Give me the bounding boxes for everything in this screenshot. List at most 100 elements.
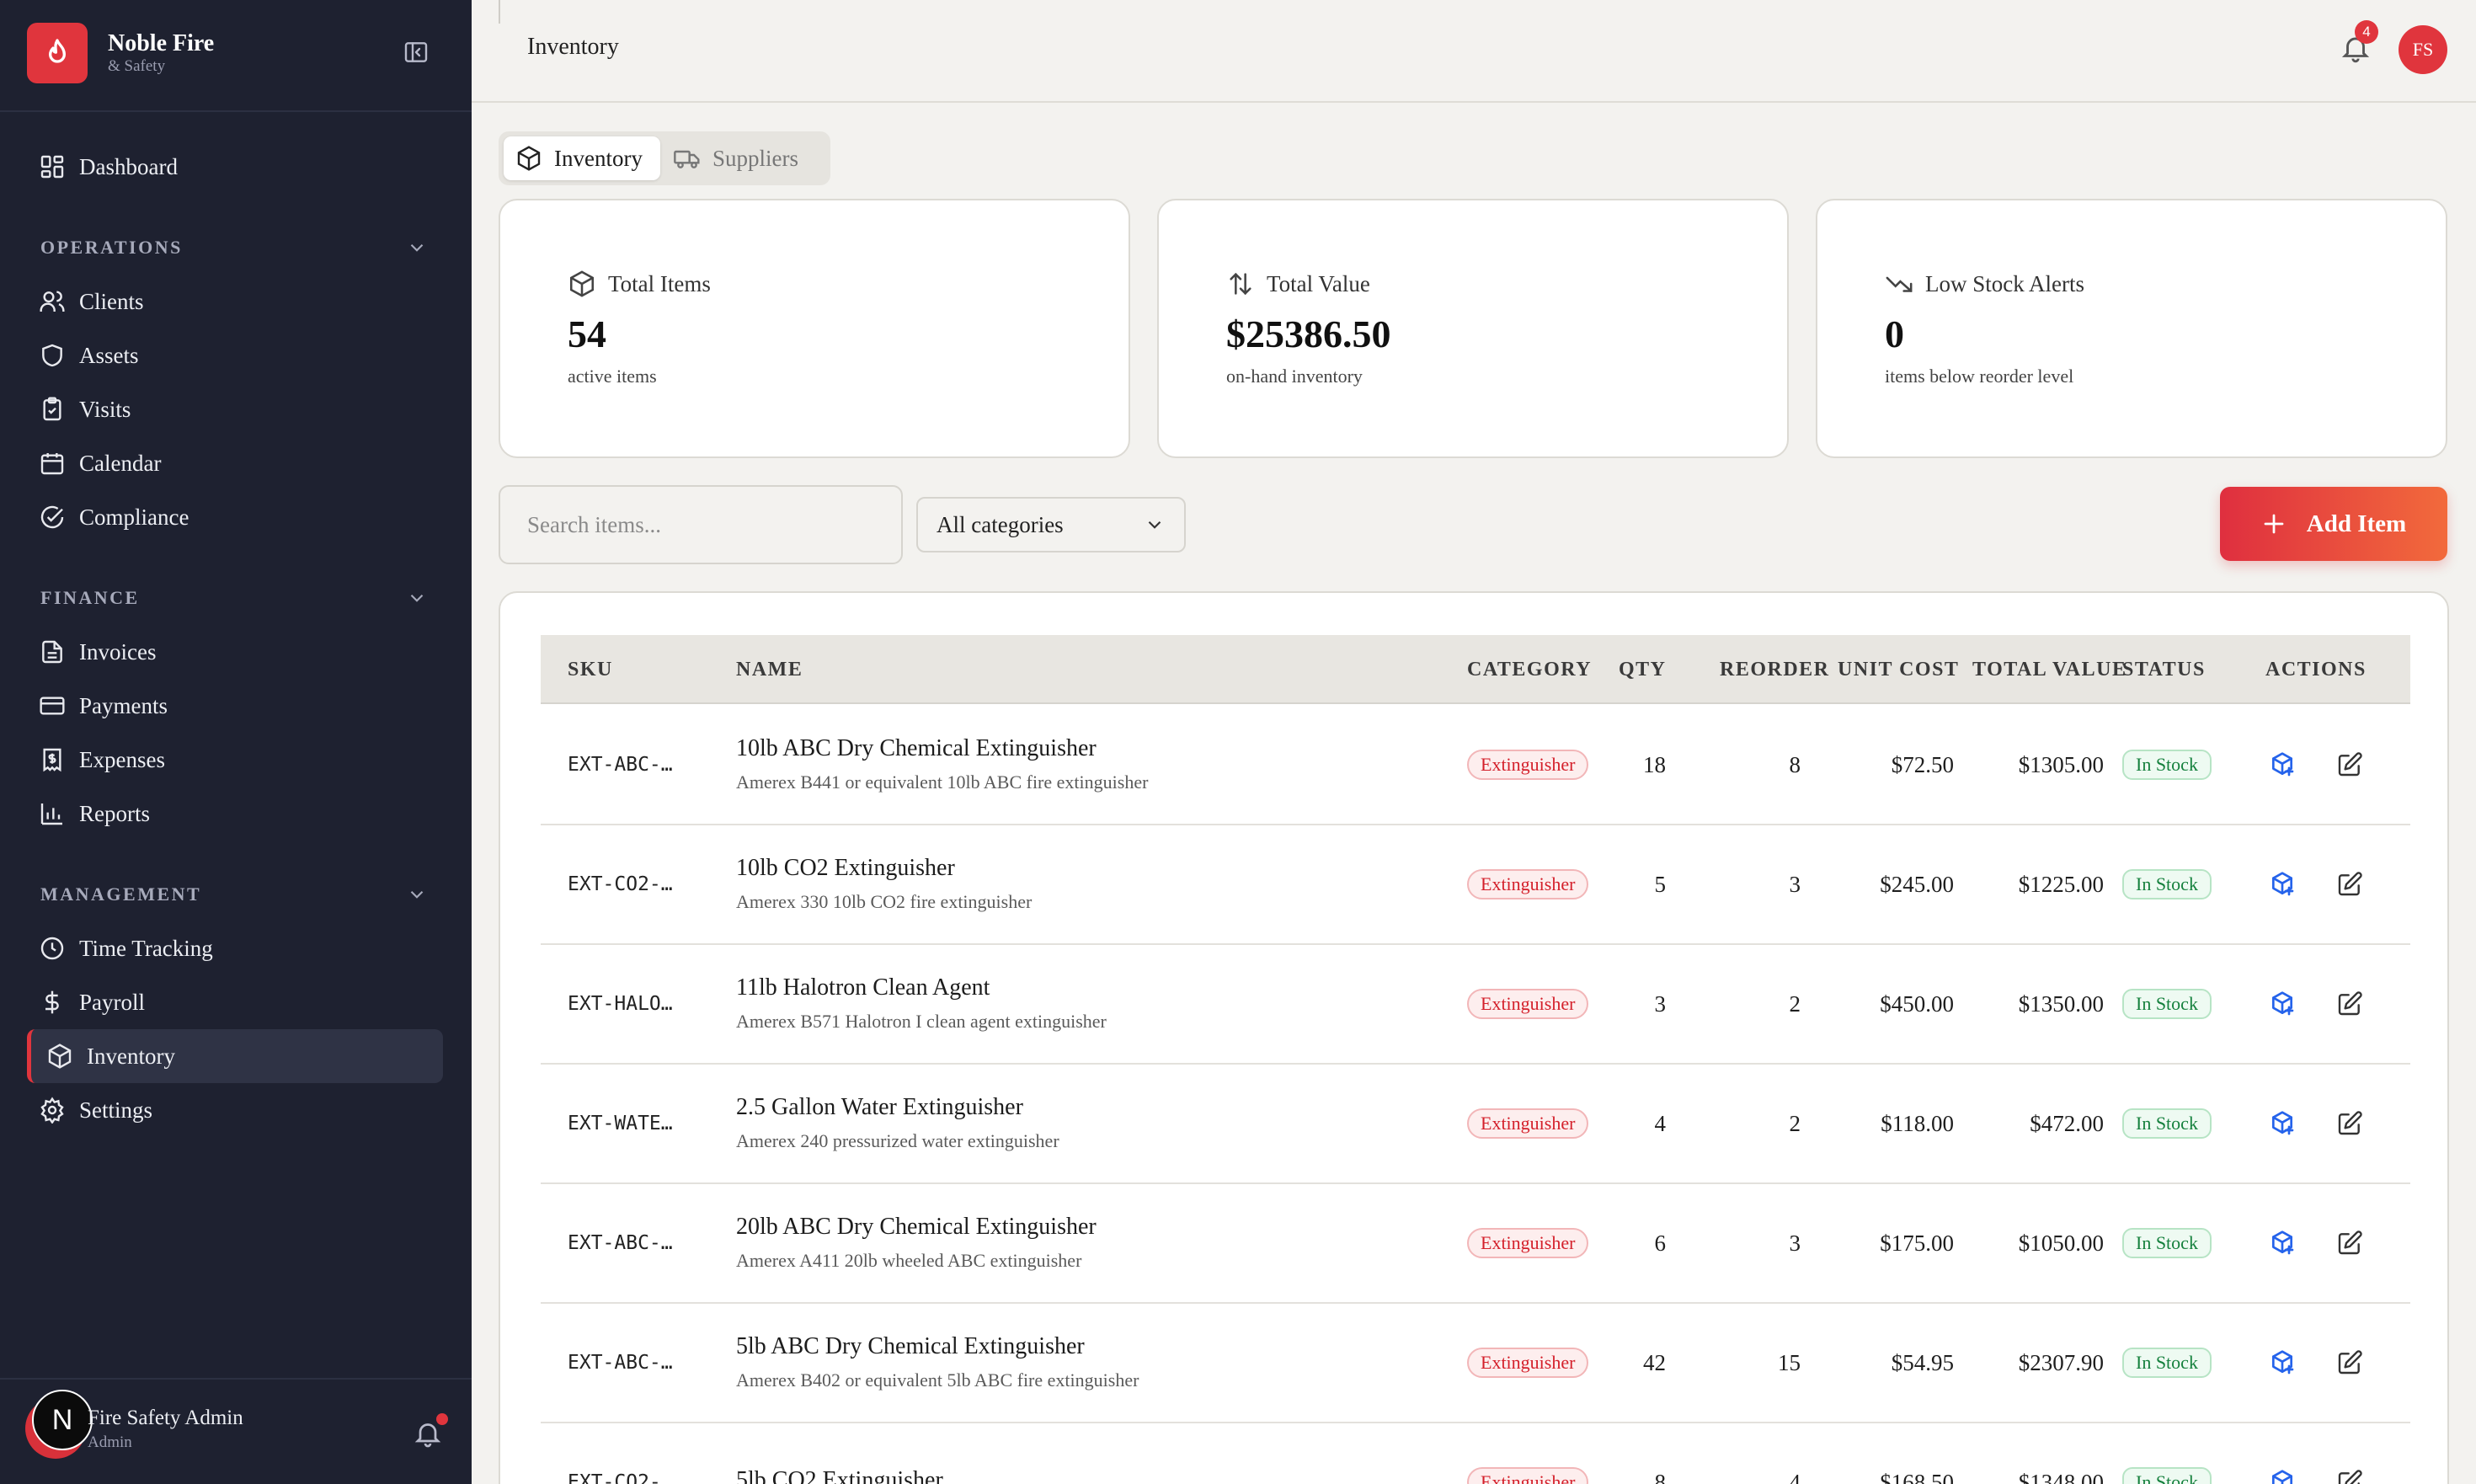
total-value-cell: $1225.00 (2018, 871, 2104, 897)
section-finance-toggle[interactable]: FINANCE (40, 581, 428, 615)
edit-item-button[interactable] (2336, 1184, 2370, 1302)
name-cell: 10lb CO2 Extinguisher Amerex 330 10lb CO2… (736, 825, 1443, 943)
brand[interactable]: Noble Fire & Safety (27, 22, 214, 84)
unit-cost-cell: $450.00 (1880, 990, 1954, 1017)
sidebar-item-dashboard[interactable]: Dashboard (27, 140, 443, 194)
sidebar-item-reports[interactable]: Reports (27, 787, 443, 841)
sku-cell: EXT-HALO… (568, 993, 673, 1015)
edit-item-button[interactable] (2336, 706, 2370, 824)
sidebar-item-time-tracking[interactable]: Time Tracking (27, 921, 443, 975)
column-header-unit-cost[interactable]: UNIT COST (1838, 658, 1960, 681)
table-row[interactable]: EXT-WATE… 2.5 Gallon Water Extinguisher Am… (541, 1065, 2410, 1184)
unit-cost-cell: $245.00 (1880, 871, 1954, 897)
category-select[interactable]: All categories (916, 497, 1186, 552)
table-row[interactable]: EXT-HALO… 11lb Halotron Clean Agent Amerex… (541, 945, 2410, 1065)
add-item-button[interactable]: Add Item (2220, 487, 2447, 561)
tab-suppliers[interactable]: Suppliers (674, 136, 825, 180)
column-header-total-value[interactable]: TOTAL VALUE (1972, 658, 2127, 681)
brand-name: Noble Fire (108, 29, 215, 56)
sidebar-item-expenses[interactable]: Expenses (27, 733, 443, 787)
sidebar-item-settings[interactable]: Settings (27, 1083, 443, 1137)
chevron-down-icon (410, 594, 424, 602)
adjust-stock-button[interactable] (2269, 825, 2303, 943)
item-description: Amerex B402 or equivalent 5lb ABC fire e… (736, 1369, 1139, 1391)
top-bar: Inventory 4 FS (472, 0, 2476, 103)
search-input[interactable] (499, 485, 903, 564)
flame-icon (27, 23, 88, 83)
total-value-cell: $1350.00 (2018, 990, 2104, 1017)
column-header-qty[interactable]: QTY (1619, 658, 1667, 681)
section-management-toggle[interactable]: MANAGEMENT (40, 878, 428, 911)
tab-inventory[interactable]: Inventory (504, 136, 660, 180)
column-header-sku[interactable]: SKU (568, 658, 613, 681)
chevron-down-icon (410, 243, 424, 252)
edit-item-button[interactable] (2336, 825, 2370, 943)
category-badge: Extinguisher (1467, 869, 1589, 899)
item-name: 5lb CO2 Extinguisher (736, 1466, 943, 1484)
sidebar-footer-divider (0, 1378, 472, 1380)
table-row[interactable]: EXT-ABC-… 20lb ABC Dry Chemical Extinguis… (541, 1184, 2410, 1304)
edit-item-button[interactable] (2336, 1423, 2370, 1484)
sidebar-item-invoices[interactable]: Invoices (27, 625, 443, 679)
bell-icon[interactable] (413, 1418, 443, 1449)
package-plus-icon (2269, 1110, 2296, 1137)
qty-cell: 18 (1643, 751, 1666, 777)
stat-value: 0 (1885, 312, 1904, 355)
edit-item-button[interactable] (2336, 1065, 2370, 1182)
adjust-stock-button[interactable] (2269, 945, 2303, 1063)
package-plus-icon (2269, 1469, 2296, 1484)
sidebar-item-payroll[interactable]: Payroll (27, 975, 443, 1029)
stat-value: $25386.50 (1226, 312, 1391, 355)
sidebar-item-visits[interactable]: Visits (27, 382, 443, 436)
sidebar-item-label: Clients (79, 288, 144, 314)
category-badge: Extinguisher (1467, 1467, 1589, 1484)
status-cell: In Stock (2122, 1065, 2240, 1182)
edit-item-button[interactable] (2336, 945, 2370, 1063)
adjust-stock-button[interactable] (2269, 706, 2303, 824)
reorder-cell: 8 (1789, 751, 1801, 777)
sidebar-item-clients[interactable]: Clients (27, 275, 443, 328)
status-cell: In Stock (2122, 706, 2240, 824)
item-description: Amerex B571 Halotron I clean agent extin… (736, 1010, 1107, 1032)
reorder-cell: 2 (1789, 990, 1801, 1017)
package-icon (569, 270, 595, 297)
table-row[interactable]: EXT-ABC-… 5lb ABC Dry Chemical Extinguish… (541, 1304, 2410, 1423)
collapse-sidebar-icon[interactable] (403, 39, 430, 66)
adjust-stock-button[interactable] (2269, 1065, 2303, 1182)
sidebar-item-label: Expenses (79, 746, 165, 772)
adjust-stock-button[interactable] (2269, 1184, 2303, 1302)
column-header-reorder[interactable]: REORDER (1720, 658, 1830, 681)
status-badge: In Stock (2122, 1228, 2212, 1258)
sidebar-item-assets[interactable]: Assets (27, 328, 443, 382)
sku-cell: EXT-WATE… (568, 1113, 673, 1134)
stat-value: 54 (568, 312, 606, 355)
adjust-stock-button[interactable] (2269, 1423, 2303, 1484)
header-avatar[interactable]: FS (2399, 25, 2447, 74)
user-avatar[interactable]: N (32, 1390, 93, 1450)
sidebar-item-compliance[interactable]: Compliance (27, 490, 443, 544)
dashboard-icon (40, 155, 64, 179)
item-description: Amerex 240 pressurized water extinguishe… (736, 1129, 1059, 1151)
receipt-icon (43, 748, 61, 772)
qty-cell: 4 (1654, 1110, 1667, 1136)
category-cell: Extinguisher (1467, 825, 1610, 943)
section-operations-toggle[interactable]: OPERATIONS (40, 231, 428, 264)
unit-cost-cell: $72.50 (1891, 751, 1954, 777)
package-plus-icon (2269, 1349, 2296, 1376)
table-row[interactable]: EXT-ABC-… 10lb ABC Dry Chemical Extinguis… (541, 706, 2410, 825)
sidebar-item-calendar[interactable]: Calendar (27, 436, 443, 490)
total-value-cell: $2307.90 (2018, 1349, 2104, 1375)
table-row[interactable]: EXT-CO2-… 10lb CO2 Extinguisher Amerex 330… (541, 825, 2410, 945)
edit-item-button[interactable] (2336, 1304, 2370, 1422)
column-header-status[interactable]: STATUS (2122, 658, 2206, 681)
column-header-name[interactable]: NAME (736, 658, 803, 681)
column-header-category[interactable]: CATEGORY (1467, 658, 1593, 681)
brand-subtitle: & Safety (108, 56, 166, 75)
edit-icon (2336, 1110, 2363, 1137)
sidebar-item-inventory[interactable]: Inventory (27, 1029, 443, 1083)
sidebar-item-payments[interactable]: Payments (27, 679, 443, 733)
adjust-stock-button[interactable] (2269, 1304, 2303, 1422)
status-badge: In Stock (2122, 869, 2212, 899)
table-row[interactable]: EXT-CO2-… 5lb CO2 Extinguisher Extinguishe… (541, 1423, 2410, 1484)
sku-cell: EXT-ABC-… (568, 1232, 673, 1254)
